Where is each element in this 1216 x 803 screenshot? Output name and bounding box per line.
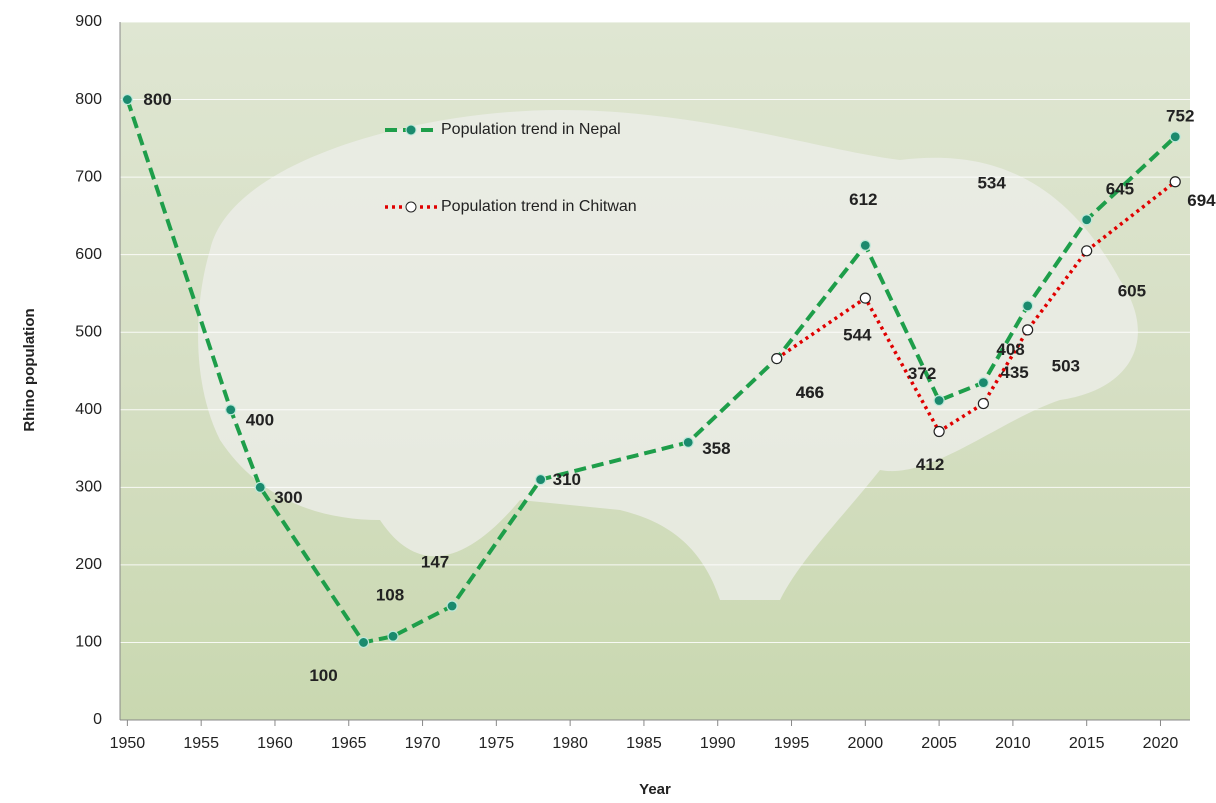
legend-marker <box>405 201 417 213</box>
x-tick-label: 2005 <box>921 735 957 752</box>
x-tick-label: 1960 <box>257 735 293 752</box>
point <box>977 397 989 410</box>
data-label: 412 <box>916 455 944 474</box>
data-label: 503 <box>1052 356 1080 375</box>
data-label: 544 <box>843 326 872 345</box>
point <box>446 600 458 612</box>
y-tick-label: 400 <box>75 401 102 418</box>
x-tick-label: 2020 <box>1143 735 1179 752</box>
data-label: 400 <box>246 410 274 429</box>
point <box>357 636 370 649</box>
point <box>977 377 989 389</box>
point <box>1169 131 1181 143</box>
data-label: 408 <box>996 340 1024 359</box>
x-tick-label: 1955 <box>183 735 219 752</box>
point <box>933 425 945 438</box>
data-label: 466 <box>796 383 824 402</box>
point <box>1081 245 1093 257</box>
x-tick-label: 2015 <box>1069 735 1105 752</box>
data-label: 694 <box>1187 191 1216 210</box>
x-tick-label: 1995 <box>774 735 810 752</box>
data-label: 358 <box>702 439 730 458</box>
x-axis-title: Year <box>639 781 671 798</box>
point <box>121 93 133 106</box>
point <box>859 239 871 251</box>
x-tick-label: 1965 <box>331 735 367 752</box>
x-tick-label: 1985 <box>626 735 662 752</box>
y-tick-label: 300 <box>75 479 102 496</box>
point <box>1169 176 1181 188</box>
data-label: 300 <box>274 488 302 507</box>
point <box>254 481 266 493</box>
data-label: 800 <box>143 90 171 109</box>
y-tick-label: 700 <box>75 168 102 185</box>
data-label: 752 <box>1166 106 1194 125</box>
y-axis-title: Rhino population <box>21 308 38 431</box>
data-label: 534 <box>977 173 1006 192</box>
point <box>682 436 694 448</box>
data-label: 372 <box>908 364 936 383</box>
x-tick-label: 1950 <box>110 735 146 752</box>
y-tick-label: 0 <box>93 711 102 728</box>
point <box>859 292 871 304</box>
point <box>771 352 783 365</box>
point <box>535 473 547 486</box>
x-tick-label: 2010 <box>995 735 1031 752</box>
rhino-silhouette <box>198 110 1138 600</box>
y-tick-label: 100 <box>75 634 102 651</box>
data-label: 605 <box>1118 281 1146 300</box>
data-label: 108 <box>376 586 404 605</box>
point <box>1081 214 1093 226</box>
x-tick-label: 1990 <box>700 735 736 752</box>
data-label: 100 <box>309 666 337 685</box>
x-tick-label: 1975 <box>479 735 515 752</box>
point <box>1022 324 1034 336</box>
y-tick-label: 500 <box>75 323 102 340</box>
x-tick-label: 1980 <box>552 735 588 752</box>
y-tick-label: 900 <box>75 13 102 30</box>
x-tick-label: 2000 <box>848 735 884 752</box>
x-tick-label: 1970 <box>405 735 441 752</box>
point <box>225 404 237 416</box>
data-label: 435 <box>1000 363 1028 382</box>
data-label: 612 <box>849 190 877 209</box>
point <box>387 630 399 642</box>
point <box>933 394 945 407</box>
data-label: 147 <box>421 552 449 571</box>
data-label: 310 <box>553 470 581 489</box>
y-tick-label: 800 <box>75 91 102 108</box>
legend-label: Population trend in Nepal <box>441 121 621 138</box>
y-tick-label: 600 <box>75 246 102 263</box>
y-tick-label: 200 <box>75 556 102 573</box>
legend-label: Population trend in Chitwan <box>441 198 637 215</box>
point <box>1022 300 1034 312</box>
data-label: 466 <box>796 383 824 402</box>
data-label: 645 <box>1106 179 1134 198</box>
legend-marker <box>405 124 417 136</box>
